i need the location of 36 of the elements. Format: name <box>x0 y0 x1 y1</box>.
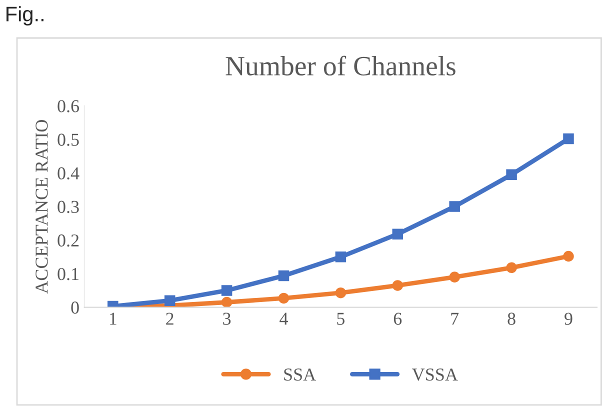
y-tick-label: 0 <box>71 302 79 314</box>
text: Fig.. <box>6 6 44 26</box>
point <box>278 270 290 282</box>
chart-title: Number of Channels <box>226 56 456 76</box>
y-tick-label: 0.3 <box>58 200 79 214</box>
point <box>563 133 574 144</box>
point <box>563 250 574 262</box>
point <box>506 262 517 274</box>
y-tick-label: 0.2 <box>58 234 79 247</box>
y-axis-title: ACCEPTANCE RATIO <box>36 120 48 294</box>
x-tick-label: 5 <box>337 312 345 325</box>
point <box>221 296 232 308</box>
legend-label: SSA <box>284 368 316 381</box>
point <box>392 280 404 291</box>
x-tick-label: 6 <box>394 312 402 325</box>
x-tick-label: 3 <box>223 312 231 325</box>
point <box>335 252 346 262</box>
x-tick-label: 7 <box>451 312 459 325</box>
legend-label: VSSA <box>412 368 458 381</box>
point <box>449 201 460 212</box>
point <box>335 287 346 298</box>
point <box>392 228 404 240</box>
point <box>506 169 517 180</box>
point <box>221 285 232 296</box>
x-tick-label: 4 <box>280 312 288 325</box>
point <box>164 295 176 306</box>
x-tick-label: 1 <box>110 312 116 325</box>
point <box>278 292 290 304</box>
y-tick-label: 0.4 <box>58 167 80 180</box>
point <box>449 272 460 282</box>
x-tick-label: 2 <box>166 312 174 325</box>
x-tick-label: 9 <box>564 312 572 325</box>
y-tick-label: 0.6 <box>58 100 80 112</box>
y-tick-label: 0.1 <box>58 268 78 280</box>
y-tick-label: 0.5 <box>58 134 79 146</box>
x-tick-label: 8 <box>508 312 516 325</box>
